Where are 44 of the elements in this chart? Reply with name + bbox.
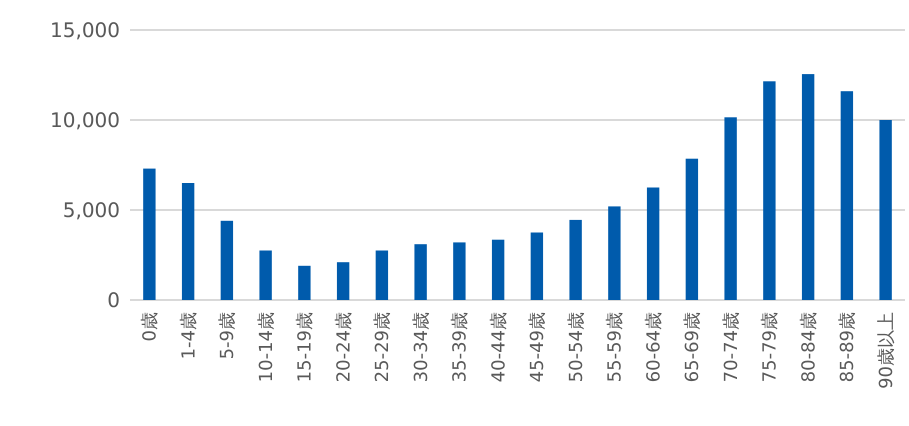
bar [724, 117, 737, 300]
bar [802, 74, 814, 300]
x-tick-label: 70-74歳 [720, 312, 742, 382]
x-tick-label: 15-19歳 [294, 312, 316, 382]
x-tick-label: 0歳 [140, 312, 161, 342]
bar [530, 232, 544, 300]
x-tick-label: 45-49歳 [527, 312, 548, 382]
bar [414, 244, 427, 300]
bar [220, 220, 234, 300]
y-tick-label: 15,000 [50, 18, 120, 42]
x-tick-label: 85-89歳 [837, 312, 858, 382]
x-tick-label: 40-44歳 [488, 312, 510, 382]
x-tick-label: 10-14歳 [256, 312, 277, 382]
x-tick-label: 55-59歳 [604, 312, 626, 382]
bar [492, 240, 504, 300]
bar [376, 250, 388, 300]
bar [608, 206, 621, 300]
x-tick-label: 90歳以上 [876, 312, 897, 389]
y-tick-label: 10,000 [50, 108, 120, 132]
bar [686, 158, 698, 300]
bar [763, 81, 776, 300]
x-tick-label: 80-84歳 [798, 312, 820, 382]
bar [298, 266, 311, 300]
x-tick-label: 75-79歳 [760, 312, 781, 382]
bar [879, 120, 892, 300]
bar [259, 250, 272, 300]
bar [569, 220, 582, 300]
x-tick-label: 5-9歳 [217, 312, 238, 360]
x-tick-label: 25-29歳 [372, 312, 394, 382]
y-tick-label: 5,000 [62, 198, 120, 222]
bar [182, 183, 194, 300]
bar [143, 168, 156, 300]
bar [336, 262, 350, 300]
bar [453, 242, 466, 300]
x-tick-label: 50-54歳 [566, 312, 587, 382]
x-tick-label: 60-64歳 [643, 312, 664, 382]
y-tick-label: 0 [107, 288, 120, 312]
bar [646, 188, 660, 300]
x-tick-label: 1-4歳 [178, 312, 200, 360]
x-tick-label: 35-39歳 [450, 312, 471, 382]
x-tick-label: 30-34歳 [410, 312, 432, 382]
x-tick-label: 20-24歳 [333, 312, 354, 382]
bar [840, 91, 854, 300]
x-tick-label: 65-69歳 [682, 312, 704, 382]
